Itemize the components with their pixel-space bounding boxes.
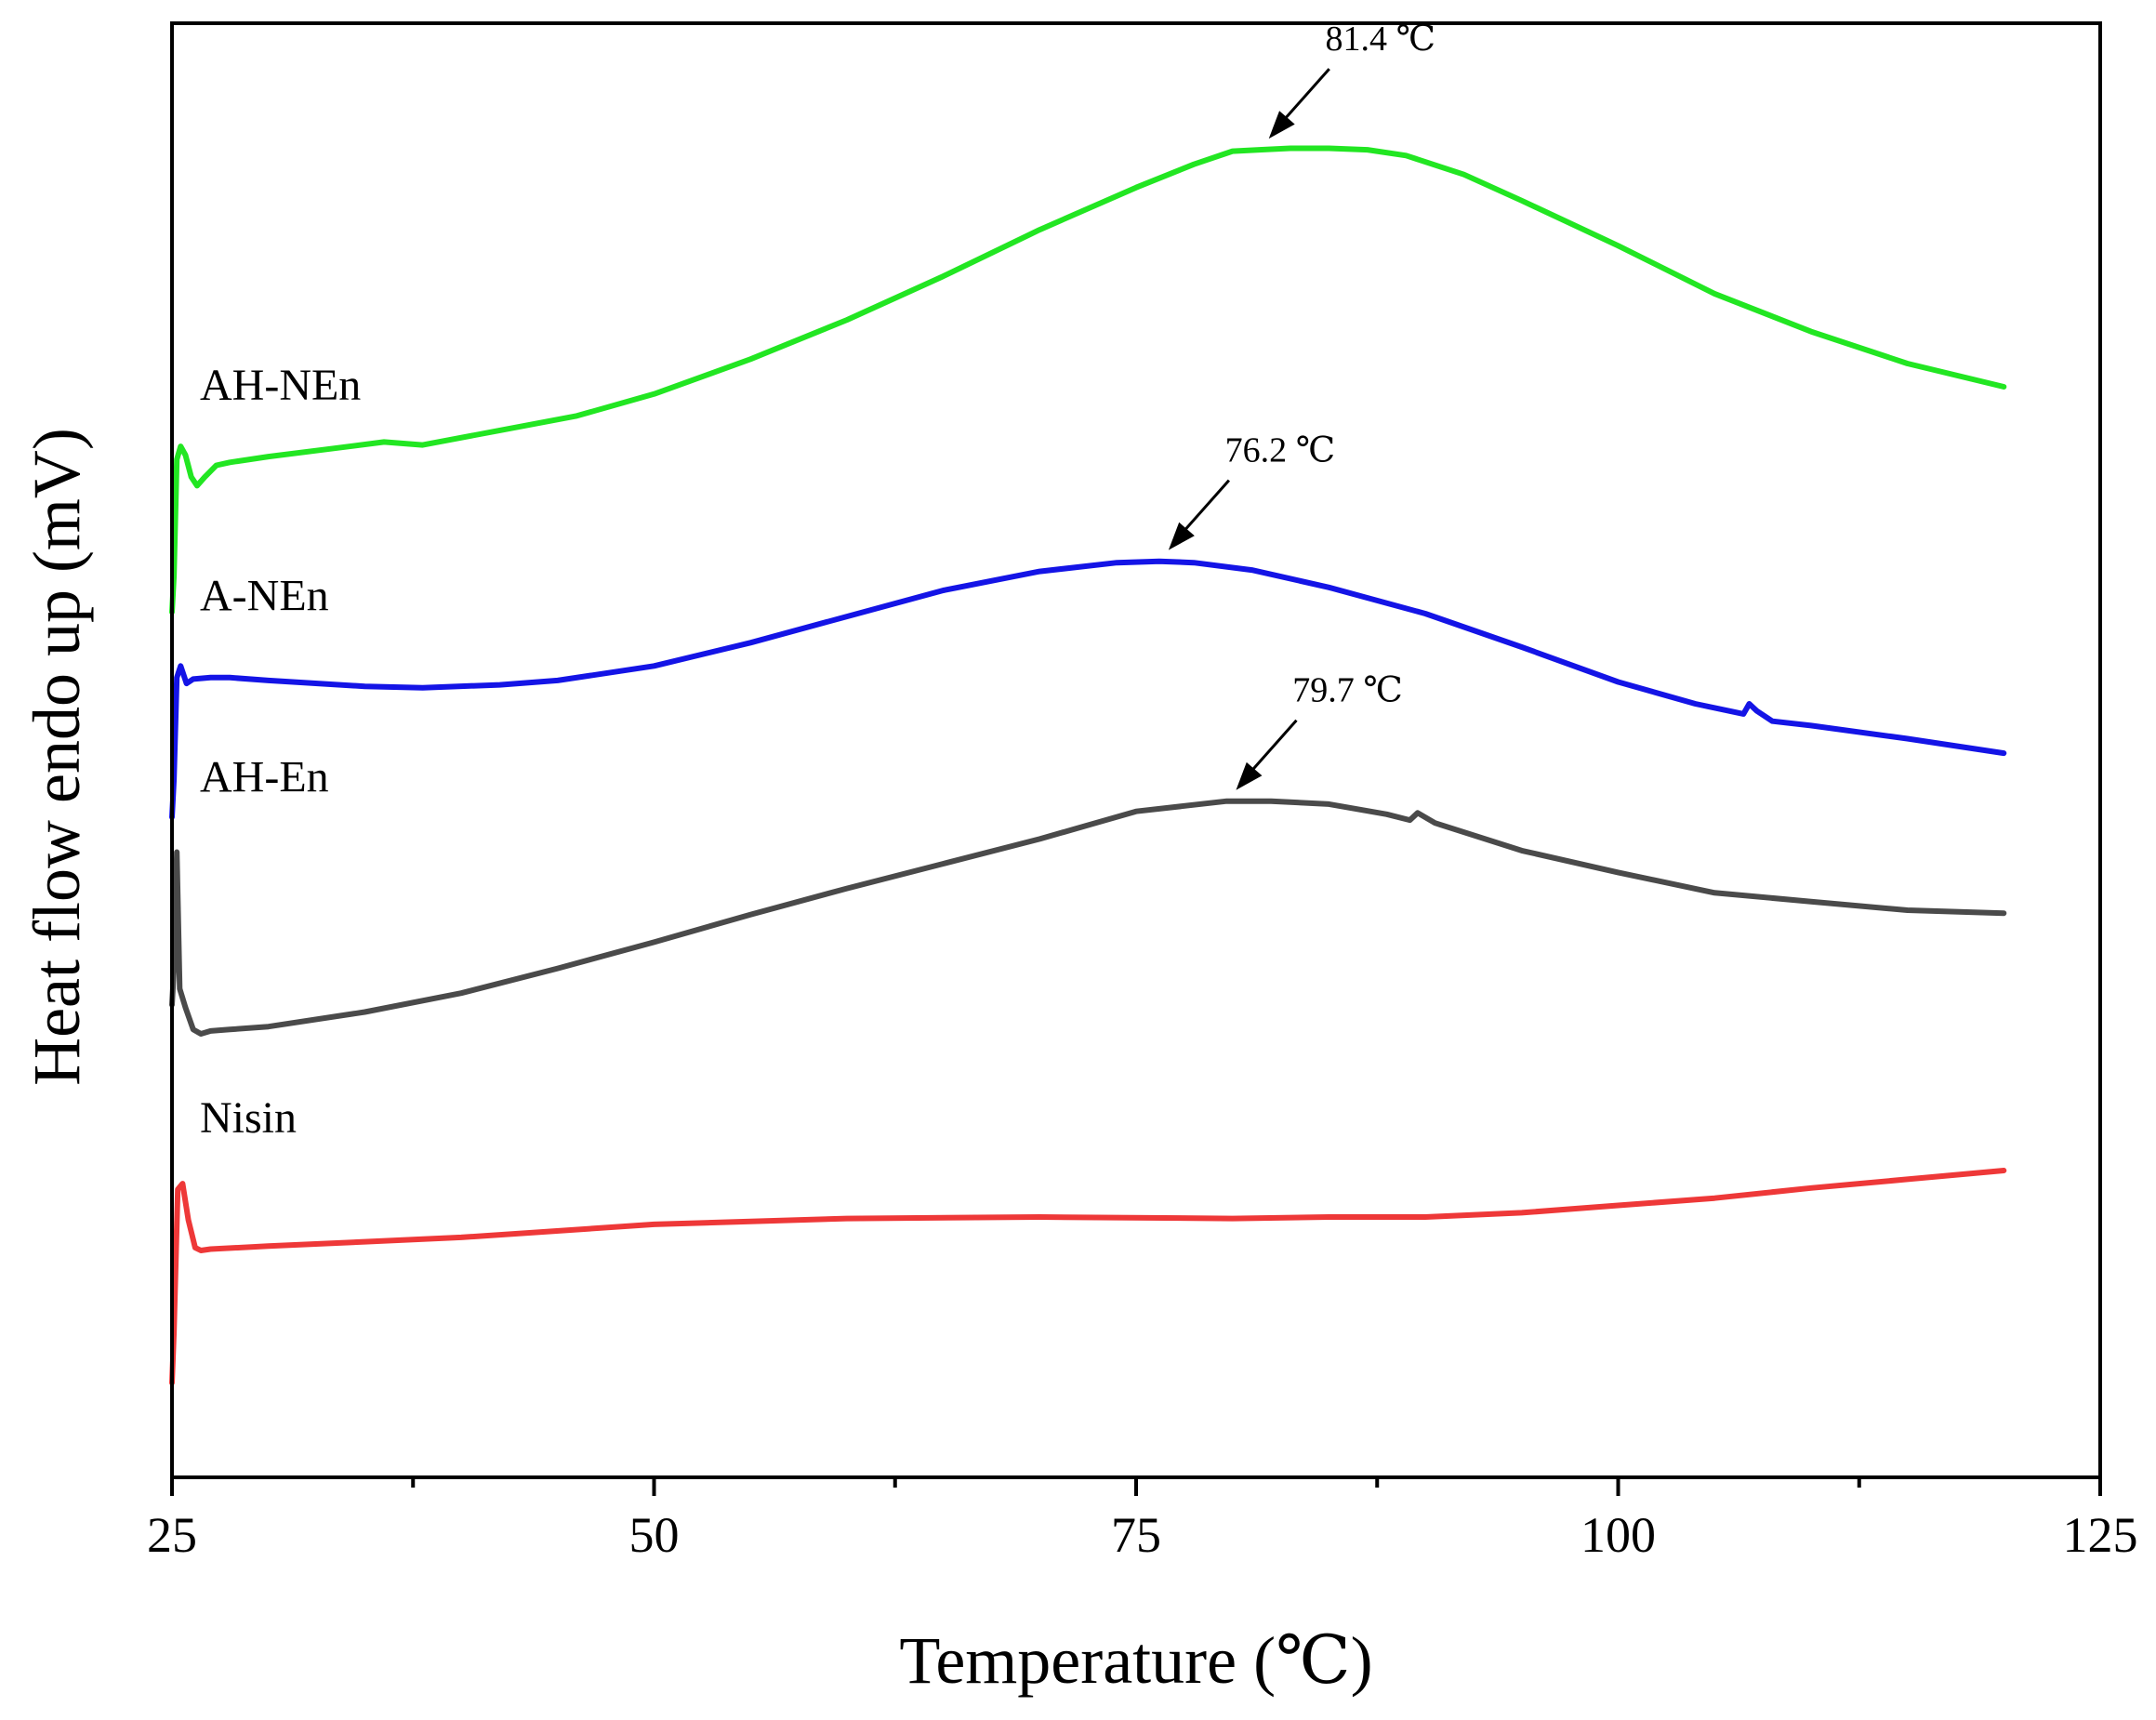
- annotation-arrowhead: [1236, 761, 1263, 790]
- x-axis-title: Temperature (℃): [899, 1623, 1372, 1698]
- series-label-ah-en: AH-En: [200, 752, 329, 801]
- x-tick-label: 50: [629, 1507, 680, 1563]
- x-tick-label: 125: [2063, 1507, 2138, 1563]
- series-label-ah-nen: AH-NEn: [200, 361, 361, 410]
- annotation-arrow: [1276, 68, 1330, 128]
- peak-annotation-label: 79.7 ℃: [1292, 671, 1403, 710]
- annotation-arrow: [1176, 479, 1231, 539]
- x-tick-label: 25: [147, 1507, 197, 1563]
- annotation-arrowhead: [1268, 111, 1295, 139]
- annotation-arrow: [1244, 719, 1298, 779]
- series-line-ah-en: [169, 798, 2007, 1037]
- series-layer: [169, 145, 2007, 1386]
- series-line-nisin: [169, 1168, 2007, 1386]
- series-labels: AH-NEn A-NEn AH-En Nisin: [200, 361, 361, 1143]
- x-axis: 25 50 75 100 125: [147, 1477, 2138, 1563]
- plot-frame: [170, 21, 2102, 1479]
- peak-annotation-label: 81.4 ℃: [1325, 20, 1435, 59]
- series-label-a-nen: A-NEn: [200, 571, 329, 620]
- series-line-a-nen: [169, 558, 2007, 820]
- annotations: 81.4 ℃ 76.2 ℃ 79.7 ℃: [1168, 20, 1435, 790]
- peak-annotation-label: 76.2 ℃: [1225, 431, 1336, 470]
- annotation-arrowhead: [1168, 522, 1195, 550]
- y-axis-title: Heat flow endo up (mV): [20, 428, 94, 1086]
- series-line-ah-nen: [169, 145, 2007, 615]
- x-tick-label: 100: [1581, 1507, 1656, 1563]
- series-label-nisin: Nisin: [200, 1093, 297, 1143]
- x-tick-label: 75: [1111, 1507, 1161, 1563]
